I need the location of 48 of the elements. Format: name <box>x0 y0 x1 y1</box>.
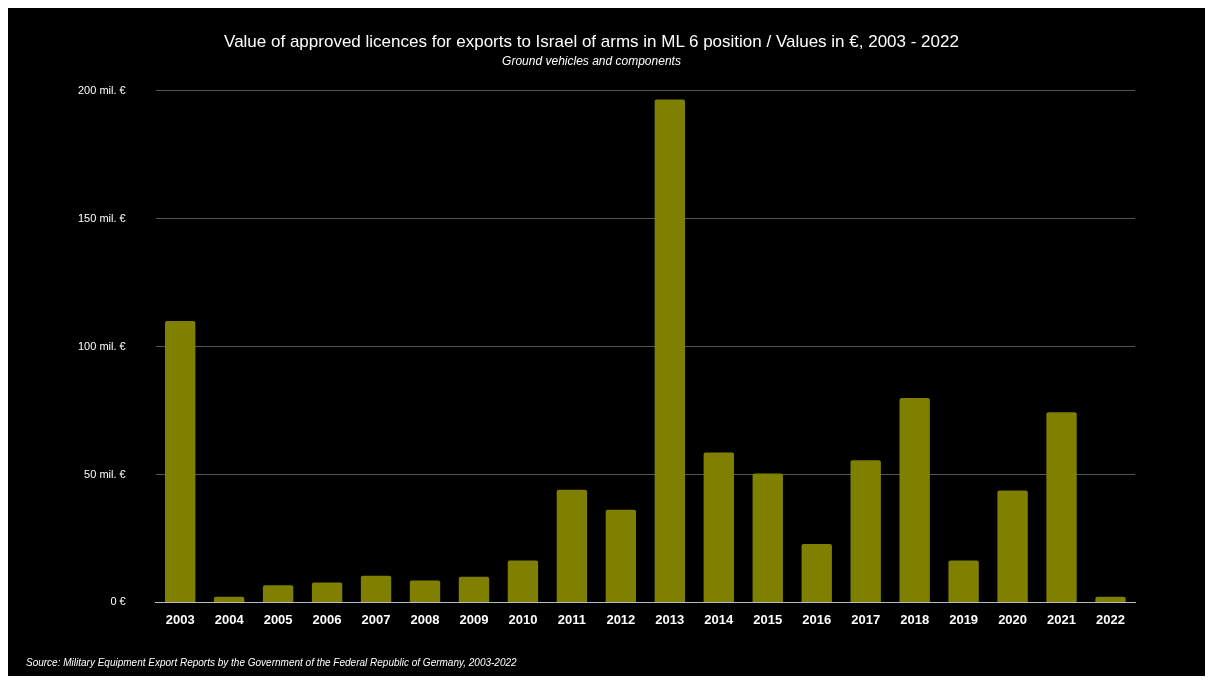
y-tick-label: 150 mil. € <box>77 211 126 224</box>
x-tick-label: 2017 <box>851 611 881 627</box>
bar <box>164 321 196 602</box>
y-tick-label: 50 mil. € <box>84 467 126 480</box>
x-tick-label: 2004 <box>214 611 245 627</box>
x-tick-label: 2021 <box>1047 611 1077 627</box>
bar <box>899 398 930 602</box>
x-tick-label: 2014 <box>704 611 735 627</box>
bar <box>801 544 832 602</box>
x-tick-label: 2011 <box>557 611 586 627</box>
x-tick-label: 2003 <box>165 611 195 627</box>
source-note: Source: Military Equipment Export Reports by the Government of the Federal Republic of Germany, 2003-2022 <box>26 657 518 668</box>
x-tick-label: 2008 <box>410 611 440 627</box>
bar <box>213 596 245 602</box>
bar <box>360 575 392 602</box>
bar <box>605 509 637 602</box>
bar <box>409 580 441 602</box>
bar <box>1095 596 1126 602</box>
chart-title: Value of approved licences for exports to Israel of arms in ML 6 position / Values in €, 2003 - 2022 <box>224 31 959 51</box>
bar <box>752 473 783 602</box>
x-tick-label: 2010 <box>508 611 538 627</box>
y-tick-label: 200 mil. € <box>77 83 126 96</box>
x-tick-label: 2005 <box>263 611 293 627</box>
y-tick-label: 0 € <box>110 595 126 608</box>
x-tick-label: 2019 <box>949 611 979 627</box>
x-tick-label: 2012 <box>606 611 636 627</box>
x-tick-label: 2015 <box>753 611 783 627</box>
x-tick-label: 2018 <box>900 611 930 627</box>
bar <box>262 585 294 602</box>
bar <box>1046 412 1077 602</box>
bar <box>703 452 734 602</box>
bar <box>948 560 979 602</box>
bar <box>556 489 588 602</box>
x-tick-label: 2022 <box>1096 611 1125 627</box>
x-tick-label: 2007 <box>361 611 391 627</box>
bar <box>654 99 686 602</box>
x-tick-label: 2013 <box>655 611 685 627</box>
bar <box>458 576 490 602</box>
x-tick-label: 2006 <box>312 611 342 627</box>
chart-subtitle: Ground vehicles and components <box>502 53 681 68</box>
y-tick-label: 100 mil. € <box>77 339 126 352</box>
bar <box>507 560 539 602</box>
x-tick-label: 2020 <box>998 611 1028 627</box>
x-tick-label: 2016 <box>802 611 832 627</box>
x-tick-label: 2009 <box>459 611 489 627</box>
bar <box>997 490 1028 602</box>
bar <box>850 460 881 602</box>
bar <box>311 582 343 602</box>
